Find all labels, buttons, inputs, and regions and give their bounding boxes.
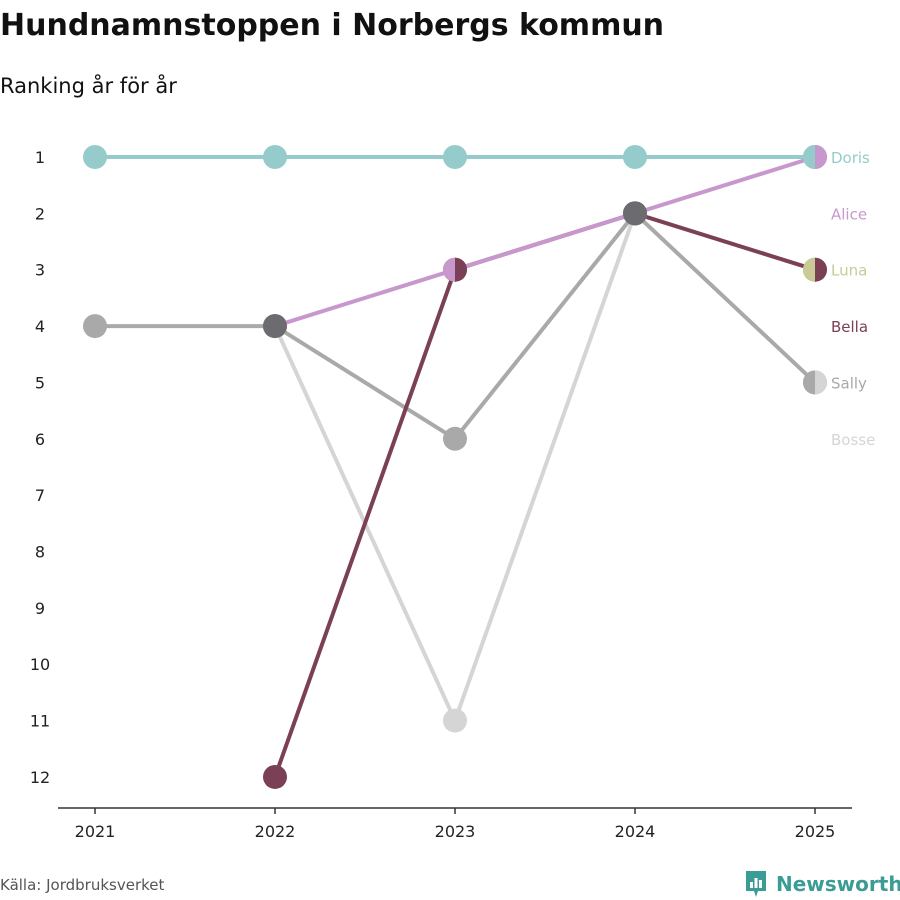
series-line-bosse xyxy=(273,211,637,723)
brand-logo: Newsworthy xyxy=(744,869,900,899)
y-tick-label-4: 4 xyxy=(35,317,45,336)
series-label-sally: Sally xyxy=(831,374,867,392)
series-label-doris: Doris xyxy=(831,149,870,167)
point-bosse-2023 xyxy=(443,708,467,733)
x-tick-label-2024: 2024 xyxy=(615,822,656,841)
point-doris-2024 xyxy=(623,145,647,169)
split-node-right-bella-2025 xyxy=(815,257,828,282)
split-node-left-doris-2025 xyxy=(803,145,815,169)
y-tick-label-8: 8 xyxy=(35,543,45,562)
series-line-alice xyxy=(273,155,817,329)
point-bella-2022 xyxy=(263,764,287,789)
newsworthy-logo-icon xyxy=(746,871,766,897)
series-label-bosse: Bosse xyxy=(831,431,875,449)
x-tick-label-2023: 2023 xyxy=(435,822,476,841)
split-node-right-bella-2023 xyxy=(455,257,467,282)
x-tick-label-2025: 2025 xyxy=(795,822,836,841)
y-tick-label-6: 6 xyxy=(35,430,45,449)
chart-subtitle: Ranking år för år xyxy=(0,74,177,98)
point-doris-2021 xyxy=(83,145,107,169)
source-note: Källa: Jordbruksverket xyxy=(0,876,165,894)
split-node-right-alice-2025 xyxy=(815,145,827,169)
point-sally-2021 xyxy=(83,314,107,339)
split-node-left-luna-2025 xyxy=(803,257,815,282)
y-tick-label-10: 10 xyxy=(30,655,50,674)
series-line-sally xyxy=(93,211,817,441)
y-tick-label-9: 9 xyxy=(35,599,45,618)
x-tick-label-2021: 2021 xyxy=(75,822,116,841)
y-tick-label-11: 11 xyxy=(30,712,50,731)
series-label-luna: Luna xyxy=(831,262,867,280)
split-node-left-alice-2023 xyxy=(443,257,455,282)
brand-name: Newsworthy xyxy=(776,872,900,896)
point-sally-2023 xyxy=(443,426,467,451)
split-node-left-sally-2025 xyxy=(803,370,815,395)
series-label-bella: Bella xyxy=(831,318,868,336)
shared-node-2024-rank-2 xyxy=(623,201,647,226)
split-node-right-bosse-2025 xyxy=(815,370,828,395)
series-line-bella xyxy=(273,211,817,779)
y-tick-label-5: 5 xyxy=(35,373,45,392)
shared-node-2022-rank-4 xyxy=(263,314,287,339)
y-tick-label-2: 2 xyxy=(35,204,45,223)
x-tick-label-2022: 2022 xyxy=(255,822,296,841)
series-label-alice: Alice xyxy=(831,205,867,223)
point-doris-2022 xyxy=(263,145,287,169)
y-tick-label-12: 12 xyxy=(30,768,50,787)
y-tick-label-1: 1 xyxy=(35,148,45,167)
chart-title: Hundnamnstoppen i Norbergs kommun xyxy=(0,8,665,43)
y-tick-label-3: 3 xyxy=(35,261,45,280)
point-doris-2023 xyxy=(443,145,467,169)
y-tick-label-7: 7 xyxy=(35,486,45,505)
